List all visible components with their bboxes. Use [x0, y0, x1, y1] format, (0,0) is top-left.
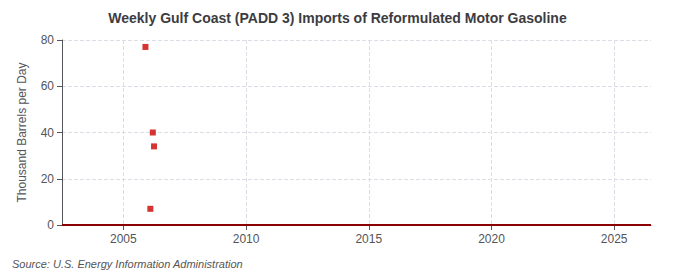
svg-text:Weekly Gulf Coast (PADD 3) Imp: Weekly Gulf Coast (PADD 3) Imports of Re…: [108, 10, 567, 26]
svg-text:60: 60: [41, 79, 55, 93]
svg-text:2010: 2010: [233, 232, 260, 246]
svg-text:80: 80: [41, 33, 55, 47]
svg-text:2025: 2025: [601, 232, 628, 246]
svg-text:2020: 2020: [478, 232, 505, 246]
svg-text:0: 0: [47, 218, 54, 232]
svg-text:20: 20: [41, 172, 55, 186]
svg-text:2005: 2005: [110, 232, 137, 246]
svg-text:40: 40: [41, 126, 55, 140]
svg-text:Thousand Barrels per Day: Thousand Barrels per Day: [15, 62, 29, 202]
svg-text:2015: 2015: [355, 232, 382, 246]
svg-text:Source: U.S. Energy Informatio: Source: U.S. Energy Information Administ…: [12, 258, 243, 270]
